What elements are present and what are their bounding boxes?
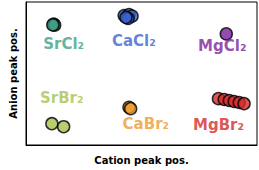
svg-text:CaCl₂: CaCl₂ (112, 32, 156, 50)
svg-text:Anion peak pos.: Anion peak pos. (8, 28, 19, 118)
svg-text:MgCl₂: MgCl₂ (198, 37, 246, 55)
svg-text:SrBr₂: SrBr₂ (40, 89, 84, 107)
svg-text:CaBr₂: CaBr₂ (123, 115, 170, 133)
svg-text:SrCl₂: SrCl₂ (43, 35, 84, 53)
svg-text:MgBr₂: MgBr₂ (193, 116, 244, 134)
svg-text:Cation peak pos.: Cation peak pos. (94, 155, 188, 166)
